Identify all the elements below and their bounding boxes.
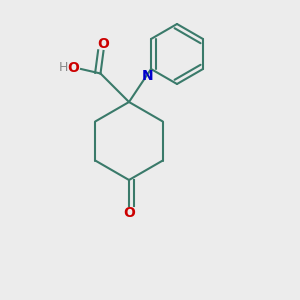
Text: N: N xyxy=(142,69,154,82)
Text: O: O xyxy=(98,38,110,51)
Text: O: O xyxy=(123,206,135,220)
Text: H: H xyxy=(59,61,68,74)
Text: O: O xyxy=(68,61,80,74)
